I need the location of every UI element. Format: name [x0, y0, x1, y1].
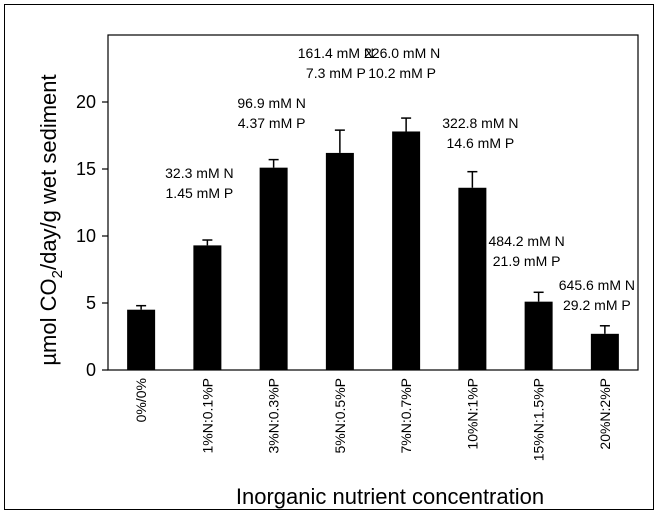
bar — [325, 152, 354, 370]
bar-annotation: 7.3 mM P — [306, 65, 366, 81]
bar — [259, 167, 288, 370]
error-bars — [136, 117, 610, 334]
bar-annotation: 645.6 mM N — [559, 277, 635, 293]
annotations: 32.3 mM N 1.45 mM P 96.9 mM N 4.37 mM P 161.… — [165, 45, 635, 313]
y-axis-title-rest: /day/g wet sediment — [36, 74, 61, 270]
bar — [392, 131, 421, 370]
x-tick-label: 5%N:0.5%P — [332, 378, 348, 453]
y-tick-label: 5 — [86, 293, 96, 313]
x-tick-labels: 0%/0% 1%N:0.1%P 3%N:0.3%P 5%N:0.5%P 7%N:0.7%… — [133, 378, 613, 461]
bar — [127, 309, 156, 370]
axes — [107, 34, 639, 371]
x-tick-label: 1%N:0.1%P — [199, 378, 215, 453]
y-tick-label: 15 — [76, 159, 96, 179]
x-tick-label: 3%N:0.3%P — [266, 378, 282, 453]
x-tick-label: 15%N:1.5%P — [531, 378, 547, 461]
y-axis-title-subscript: 2 — [49, 270, 66, 278]
bar-annotation: 161.4 mM N — [298, 45, 374, 61]
bar — [193, 245, 222, 370]
bar-annotation: 10.2 mM P — [368, 65, 436, 81]
plot-area-border — [107, 34, 639, 371]
bar — [524, 301, 553, 370]
bar-annotation: 14.6 mM P — [447, 135, 515, 151]
y-tick-label: 10 — [76, 226, 96, 246]
bar-annotation: 29.2 mM P — [563, 297, 631, 313]
bar-annotation: 484.2 mM N — [489, 233, 565, 249]
bar-annotation: 1.45 mM P — [166, 185, 234, 201]
x-tick-label: 10%N:1%P — [464, 378, 480, 450]
bar — [590, 333, 619, 370]
x-tick-label: 20%N:2%P — [597, 378, 613, 450]
bar-annotation: 21.9 mM P — [493, 253, 561, 269]
bars — [127, 131, 619, 370]
bar-annotation: 4.37 mM P — [238, 115, 306, 131]
y-tick-label: 20 — [76, 92, 96, 112]
x-axis-title: Inorganic nutrient concentration — [236, 484, 544, 509]
y-axis-title: µmol CO2/day/g wet sediment — [36, 74, 66, 365]
bar-annotation: 96.9 mM N — [237, 95, 305, 111]
y-axis-title-main: µmol CO — [36, 278, 61, 365]
y-tick-label: 0 — [86, 360, 96, 380]
y-ticks: 0 5 10 15 20 — [76, 92, 108, 380]
x-tick-label: 0%/0% — [133, 378, 149, 422]
bar-annotation: 226.0 mM N — [364, 45, 440, 61]
x-tick-label: 7%N:0.7%P — [398, 378, 414, 453]
bar-annotation: 322.8 mM N — [442, 115, 518, 131]
bar-annotation: 32.3 mM N — [165, 165, 233, 181]
bar — [458, 187, 487, 370]
